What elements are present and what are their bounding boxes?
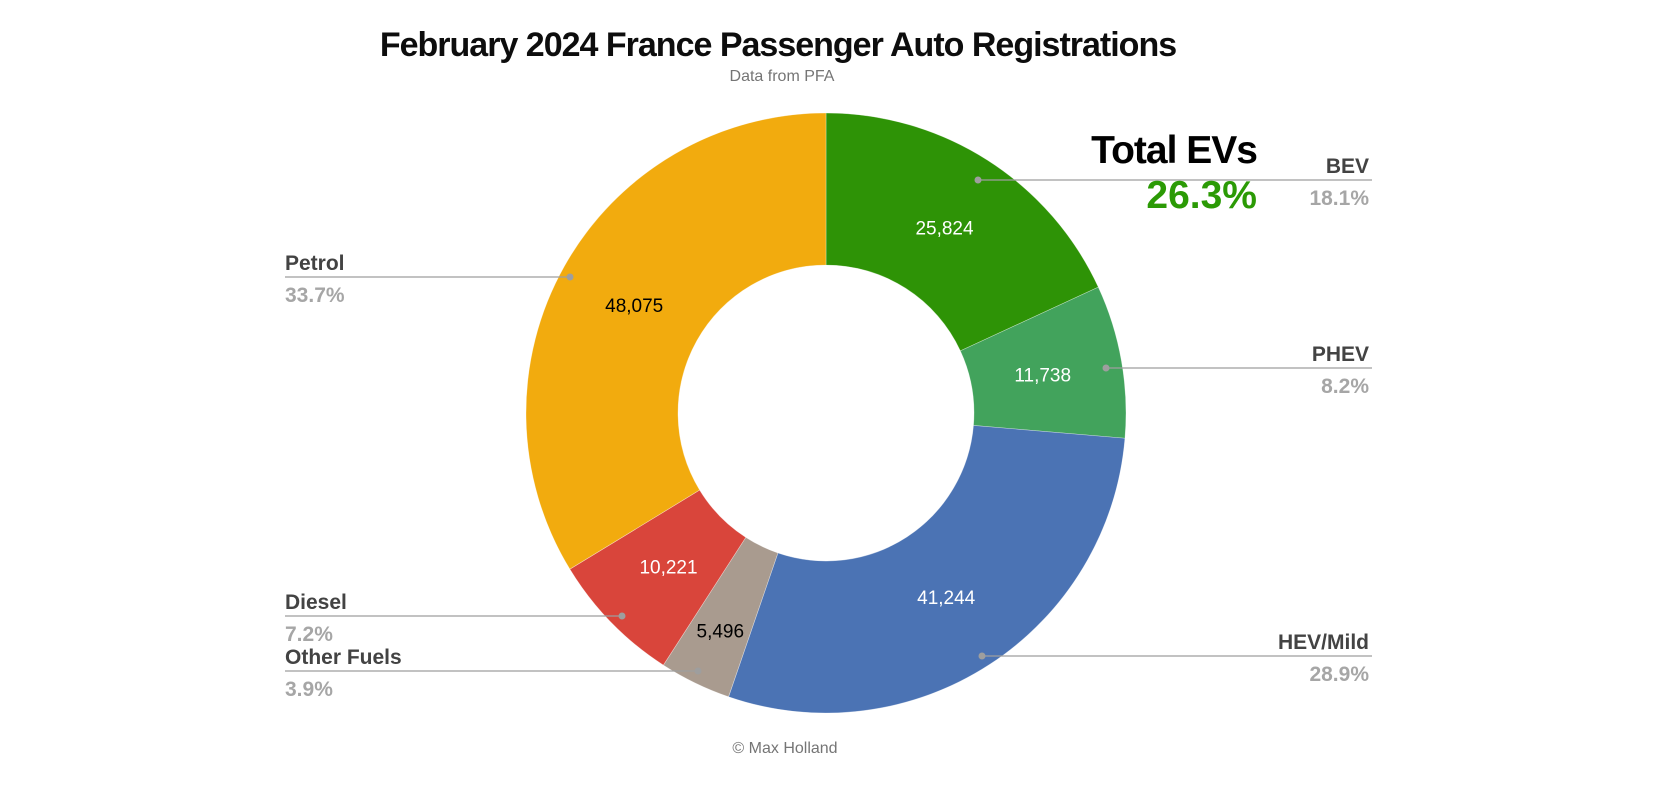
callout-bev-label: BEV (1325, 155, 1369, 178)
slice-value-bev: 25,824 (915, 218, 974, 239)
callout-hev-mild-label: HEV/Mild (1277, 631, 1369, 654)
pie-slice-hev-mild[interactable] (728, 425, 1126, 714)
callout-bev: BEV 18.1% (1009, 154, 1369, 211)
slice-value-petrol: 48,075 (605, 296, 663, 317)
callout-hev-mild-pct: 28.9% (1309, 663, 1369, 686)
footer-credit: © Max Holland (732, 740, 838, 757)
callout-phev-pct: 8.2% (1321, 375, 1369, 398)
callout-other-fuels-pct: 3.9% (285, 678, 333, 701)
total-evs-annotation: Total EVs 26.3% (1091, 128, 1258, 218)
chart-title: February 2024 France Passenger Auto Regi… (379, 26, 1177, 64)
callout-diesel: Diesel 7.2% (285, 590, 645, 647)
callout-bev-pct: 18.1% (1309, 187, 1369, 210)
leader-dot-petrol (566, 273, 574, 281)
callout-diesel-pct: 7.2% (285, 623, 333, 646)
slice-value-hev-mild: 41,244 (917, 588, 976, 609)
chart-subtitle: Data from PFA (729, 68, 835, 85)
slice-value-diesel: 10,221 (639, 557, 697, 578)
donut-slices (525, 112, 1127, 714)
slice-value-labels: 25,824 11,738 41,244 5,496 10,221 48,075 (605, 218, 1071, 642)
total-evs-label: Total EVs (1091, 129, 1258, 172)
callout-phev: PHEV 8.2% (1009, 342, 1369, 399)
pie-slice-bev[interactable] (825, 112, 1099, 352)
callout-phev-label: PHEV (1311, 343, 1369, 366)
leader-dot-hev-mild (978, 652, 986, 660)
leader-dot-phev (1102, 364, 1110, 372)
callout-other-fuels-label: Other Fuels (285, 646, 402, 669)
leader-dot-bev (974, 176, 982, 184)
leader-dot-other-fuels (694, 667, 702, 675)
callout-petrol: Petrol 33.7% (285, 251, 645, 308)
callout-petrol-pct: 33.7% (285, 284, 345, 307)
callout-diesel-label: Diesel (285, 591, 347, 614)
pie-slice-petrol[interactable] (525, 112, 827, 570)
leader-lines (285, 176, 1372, 675)
leader-dot-diesel (618, 612, 626, 620)
total-evs-value: 26.3% (1146, 174, 1257, 217)
slice-value-phev: 11,738 (1014, 365, 1071, 386)
slice-value-other-fuels: 5,496 (697, 621, 745, 642)
callout-other-fuels: Other Fuels 3.9% (285, 645, 645, 702)
callout-petrol-label: Petrol (285, 252, 345, 275)
callout-hev-mild: HEV/Mild 28.9% (1009, 630, 1369, 687)
